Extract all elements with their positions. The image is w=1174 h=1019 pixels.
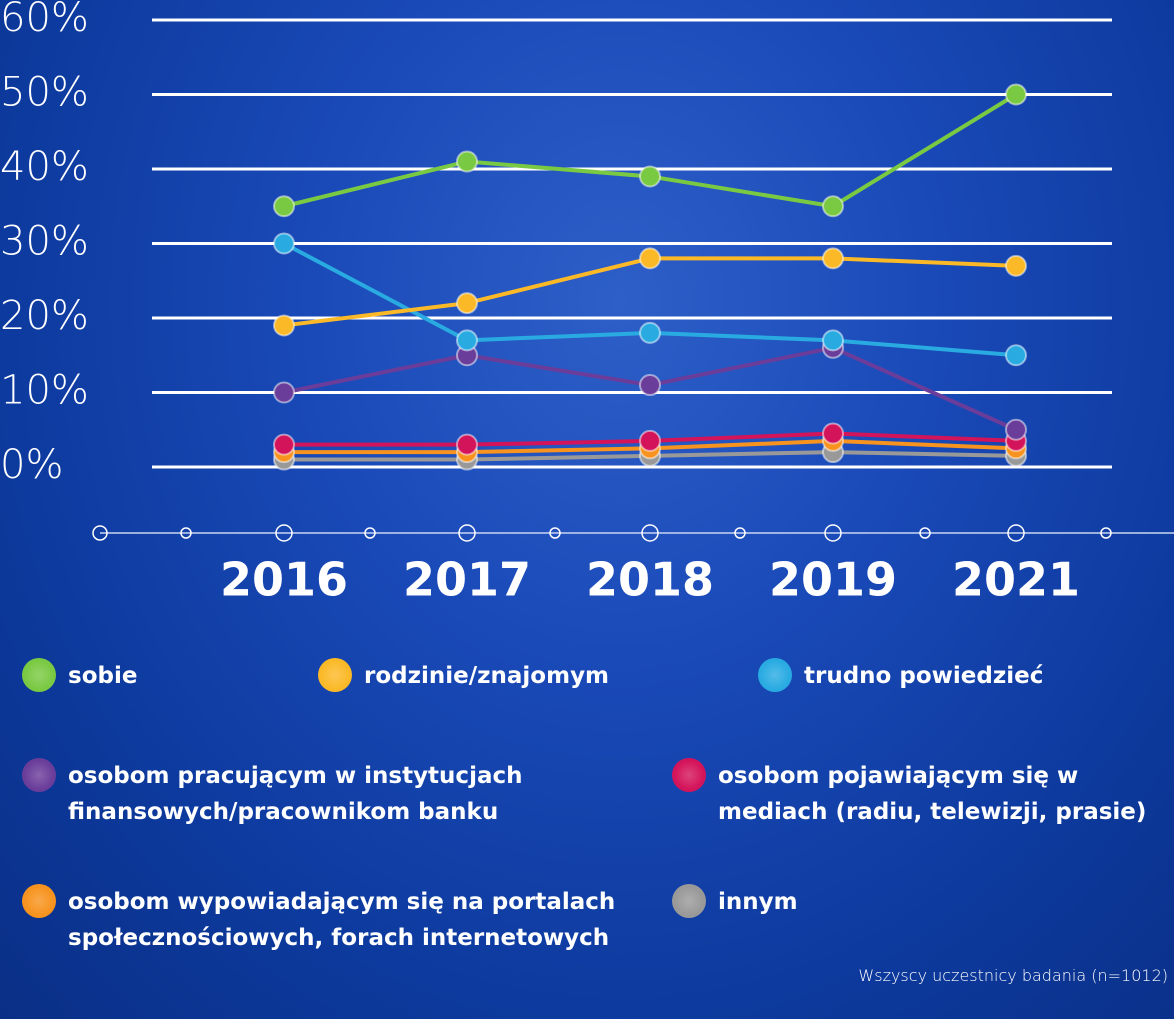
x-tick-label: 2018: [586, 553, 714, 607]
legend-item: sobie: [22, 660, 268, 694]
y-tick-label: 60%: [0, 0, 89, 41]
legend-swatch: [22, 884, 56, 918]
legend-swatch: [22, 658, 56, 692]
legend-item: rodzinie/znajomym: [318, 660, 764, 694]
data-point: [640, 431, 660, 451]
data-point: [823, 196, 843, 216]
legend-label: osobom wypowiadającym się na portalach s…: [68, 884, 628, 956]
data-point: [274, 196, 294, 216]
axis-decoration: [93, 526, 1174, 540]
legend-swatch: [22, 758, 56, 792]
legend-label: osobom pracującym w instytucjach finanso…: [68, 758, 638, 830]
series-line: [284, 95, 1016, 207]
data-point: [823, 248, 843, 268]
footnote: Wszyscy uczestnicy badania (n=1012): [858, 966, 1168, 985]
legend-label: osobom pojawiającym się w mediach (radiu…: [718, 758, 1158, 830]
legend-item: osobom wypowiadającym się na portalach s…: [22, 886, 628, 956]
data-point: [640, 375, 660, 395]
legend-item: innym: [672, 886, 1018, 920]
legend-label: innym: [718, 884, 1018, 920]
legend-swatch: [672, 884, 706, 918]
data-point: [640, 248, 660, 268]
y-tick-label: 0%: [0, 442, 63, 488]
data-point: [1006, 85, 1026, 105]
page: {"chart_data": {"type": "line", "categor…: [0, 0, 1174, 1019]
data-point: [640, 166, 660, 186]
chart: 0% 10% 20% 30% 40% 50% 60% 2016 2017 2018 2019 2021: [0, 0, 1174, 1019]
legend-label: rodzinie/znajomym: [364, 658, 764, 694]
legend-label: sobie: [68, 658, 268, 694]
data-point: [457, 293, 477, 313]
y-tick-label: 10%: [0, 368, 89, 414]
data-point: [457, 330, 477, 350]
data-point: [274, 315, 294, 335]
data-point: [1006, 345, 1026, 365]
data-point: [457, 435, 477, 455]
legend-label: trudno powiedzieć: [804, 658, 1174, 694]
data-point: [640, 323, 660, 343]
x-tick-label: 2016: [220, 553, 348, 607]
y-tick-label: 50%: [0, 70, 89, 116]
legend-swatch: [758, 658, 792, 692]
y-tick-label: 40%: [0, 144, 89, 190]
data-point: [1006, 420, 1026, 440]
data-point: [274, 435, 294, 455]
legend-item: trudno powiedzieć: [758, 660, 1174, 694]
x-tick-label: 2021: [952, 553, 1080, 607]
data-point: [457, 152, 477, 172]
data-point: [1006, 256, 1026, 276]
data-point: [274, 383, 294, 403]
y-tick-label: 20%: [0, 293, 89, 339]
data-point: [823, 330, 843, 350]
x-tick-label: 2019: [769, 553, 897, 607]
y-tick-label: 30%: [0, 219, 89, 265]
legend-swatch: [672, 758, 706, 792]
legend-item: osobom pracującym w instytucjach finanso…: [22, 760, 638, 830]
legend-swatch: [318, 658, 352, 692]
data-point: [274, 234, 294, 254]
x-tick-label: 2017: [403, 553, 531, 607]
legend-item: osobom pojawiającym się w mediach (radiu…: [672, 760, 1158, 830]
data-point: [823, 423, 843, 443]
